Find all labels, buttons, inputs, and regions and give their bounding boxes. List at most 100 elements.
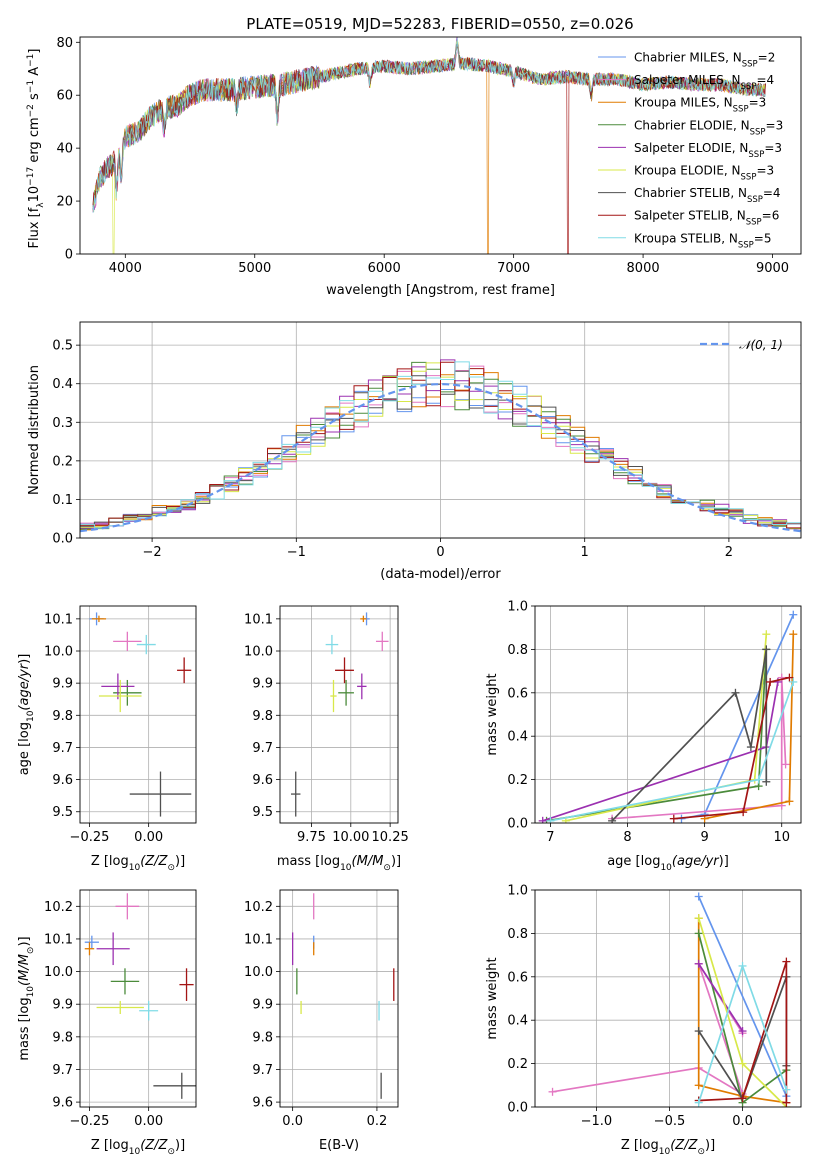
spectrum-line-kroupa-stelib [92, 37, 766, 213]
plus-marker [739, 808, 748, 817]
legend-entry: Kroupa MILES, NSSP=3 [634, 96, 766, 115]
plus-marker [694, 1081, 703, 1090]
massweight_vs_age-grid [535, 605, 801, 824]
x-tick-label: 10.00 [332, 830, 369, 845]
series-line-chabrier-miles [681, 614, 795, 820]
legend-entry: Kroupa ELODIE, NSSP=3 [634, 164, 774, 183]
x-tick-label: 9000 [756, 261, 789, 276]
spectrum-lines [92, 37, 766, 254]
series-line-kroupa-miles [697, 918, 787, 1104]
y-tick-label: 1.0 [507, 884, 528, 899]
y-tick-label: 0.4 [52, 377, 73, 392]
x-tick-label: 8 [623, 830, 631, 845]
x-tick-label: 7 [546, 830, 554, 845]
y-tick-label: 9.7 [52, 1063, 73, 1078]
plus-marker [789, 677, 798, 686]
errorbar-point [96, 1000, 144, 1014]
age_vs_Z-axes: −0.25 0.00 9.5 9.6 9.7 9.8 9.9 10.0 10.1 [44, 606, 196, 845]
plus-marker [538, 816, 547, 823]
y-tick-label: 9.7 [52, 741, 73, 756]
plus-marker [754, 775, 763, 784]
y-tick-label: 9.5 [52, 805, 73, 820]
errorbar-point [375, 631, 389, 652]
residuals-axes: −2 −1 0 1 2 0.0 0.1 0.2 0.3 0.4 0.5 [52, 322, 801, 560]
series-line-kroupa-elodie [565, 634, 768, 822]
plus-marker [608, 816, 617, 823]
chart-layer: 4000 5000 6000 7000 8000 9000020406080wavelen… [17, 36, 802, 1157]
y-tick-label: 0.0 [507, 817, 528, 832]
x-tick-label: −0.5 [654, 1114, 686, 1129]
y-tick-label: 60 [56, 89, 73, 104]
y-axis-label: mass weight [485, 673, 500, 755]
plus-marker [738, 1094, 747, 1103]
plus-marker [789, 630, 798, 639]
series-line-salpeter-miles [552, 963, 745, 1096]
massweight_vs_Z-frame [534, 889, 802, 1108]
errorbar-point [357, 673, 367, 700]
y-tick-label: 0.2 [52, 454, 73, 469]
series-line-salpeter-elodie [697, 963, 744, 1032]
errorbar-point [338, 679, 354, 706]
plus-marker [731, 688, 740, 697]
age_vs_mass-grid [280, 606, 398, 823]
x-tick-label: −1 [287, 545, 306, 560]
x-tick-label: −1.0 [581, 1114, 613, 1129]
y-tick-label: 9.8 [52, 709, 73, 724]
x-tick-label: 7000 [497, 261, 530, 276]
y-tick-label: 9.8 [52, 1030, 73, 1045]
residuals-frame [79, 321, 802, 539]
y-tick-label: 0.3 [52, 416, 73, 431]
y-tick-label: 0.6 [507, 686, 528, 701]
age_vs_mass-axes: 9.75 10.00 10.25 9.5 9.6 9.7 9.8 9.9 10.0 10.1 [244, 606, 409, 845]
errorbar-point [330, 679, 337, 713]
x-tick-label: 4000 [109, 261, 142, 276]
mass_vs_EBV-points [291, 893, 395, 1099]
y-tick-label: 9.7 [252, 741, 273, 756]
y-tick-label: 0.4 [507, 1014, 528, 1029]
plus-marker [694, 892, 703, 901]
errorbar-point [101, 673, 135, 700]
x-axis-label: Z [log10(Z/Z⊙)] [621, 1138, 715, 1157]
errorbar-point [139, 1000, 159, 1021]
x-tick-label: −0.25 [70, 1114, 110, 1129]
errorbar-point [325, 634, 339, 655]
y-axis-label: Flux [fλ10−17 erg cm−2 s−1 A−1] [26, 49, 46, 249]
y-tick-label: 10.1 [44, 612, 73, 627]
x-axis-label: age [log10(age/yr)] [607, 854, 729, 873]
errorbar-point [110, 968, 140, 995]
x-tick-label: 9 [700, 830, 708, 845]
y-tick-label: 9.6 [52, 1096, 73, 1111]
plus-marker [789, 610, 798, 619]
errorbar-point [129, 771, 192, 817]
y-tick-label: 0.6 [507, 970, 528, 985]
x-tick-label: 5000 [238, 261, 271, 276]
normal-curve [80, 382, 801, 533]
legend-entry: Salpeter STELIB, NSSP=6 [634, 209, 779, 228]
y-tick-label: 9.6 [252, 773, 273, 788]
y-tick-label: 9.9 [52, 677, 73, 692]
legend-entry: Chabrier ELODIE, NSSP=3 [634, 118, 783, 137]
mass_vs_Z-frame [79, 889, 197, 1108]
y-tick-label: 0.4 [507, 730, 528, 745]
mass_vs_Z-axes: −0.25 0.00 9.6 9.7 9.8 9.9 10.0 10.1 10.2 [44, 890, 196, 1129]
x-tick-label: −0.25 [70, 830, 110, 845]
legend-entry: Salpeter ELODIE, NSSP=3 [634, 141, 782, 160]
plus-marker [766, 677, 775, 686]
x-tick-label: 6000 [368, 261, 401, 276]
plus-marker [785, 673, 794, 682]
y-axis-label: age [log10(age/yr)] [17, 654, 36, 776]
y-tick-label: 10.0 [44, 645, 73, 660]
series-line-chabrier-stelib [611, 649, 768, 822]
y-tick-label: 10.0 [244, 965, 273, 980]
y-tick-label: 0.1 [52, 493, 73, 508]
mass_vs_EBV-grid [280, 890, 398, 1107]
plus-marker [738, 961, 747, 970]
series-line-salpeter-miles [612, 677, 787, 820]
y-tick-label: 10.1 [44, 932, 73, 947]
massweight_vs_age-lines [538, 610, 798, 823]
y-tick-label: 9.8 [252, 709, 273, 724]
y-tick-label: 9.8 [252, 1030, 273, 1045]
y-tick-label: 80 [56, 36, 73, 51]
y-tick-label: 0.2 [507, 1057, 528, 1072]
plus-marker [782, 957, 791, 966]
